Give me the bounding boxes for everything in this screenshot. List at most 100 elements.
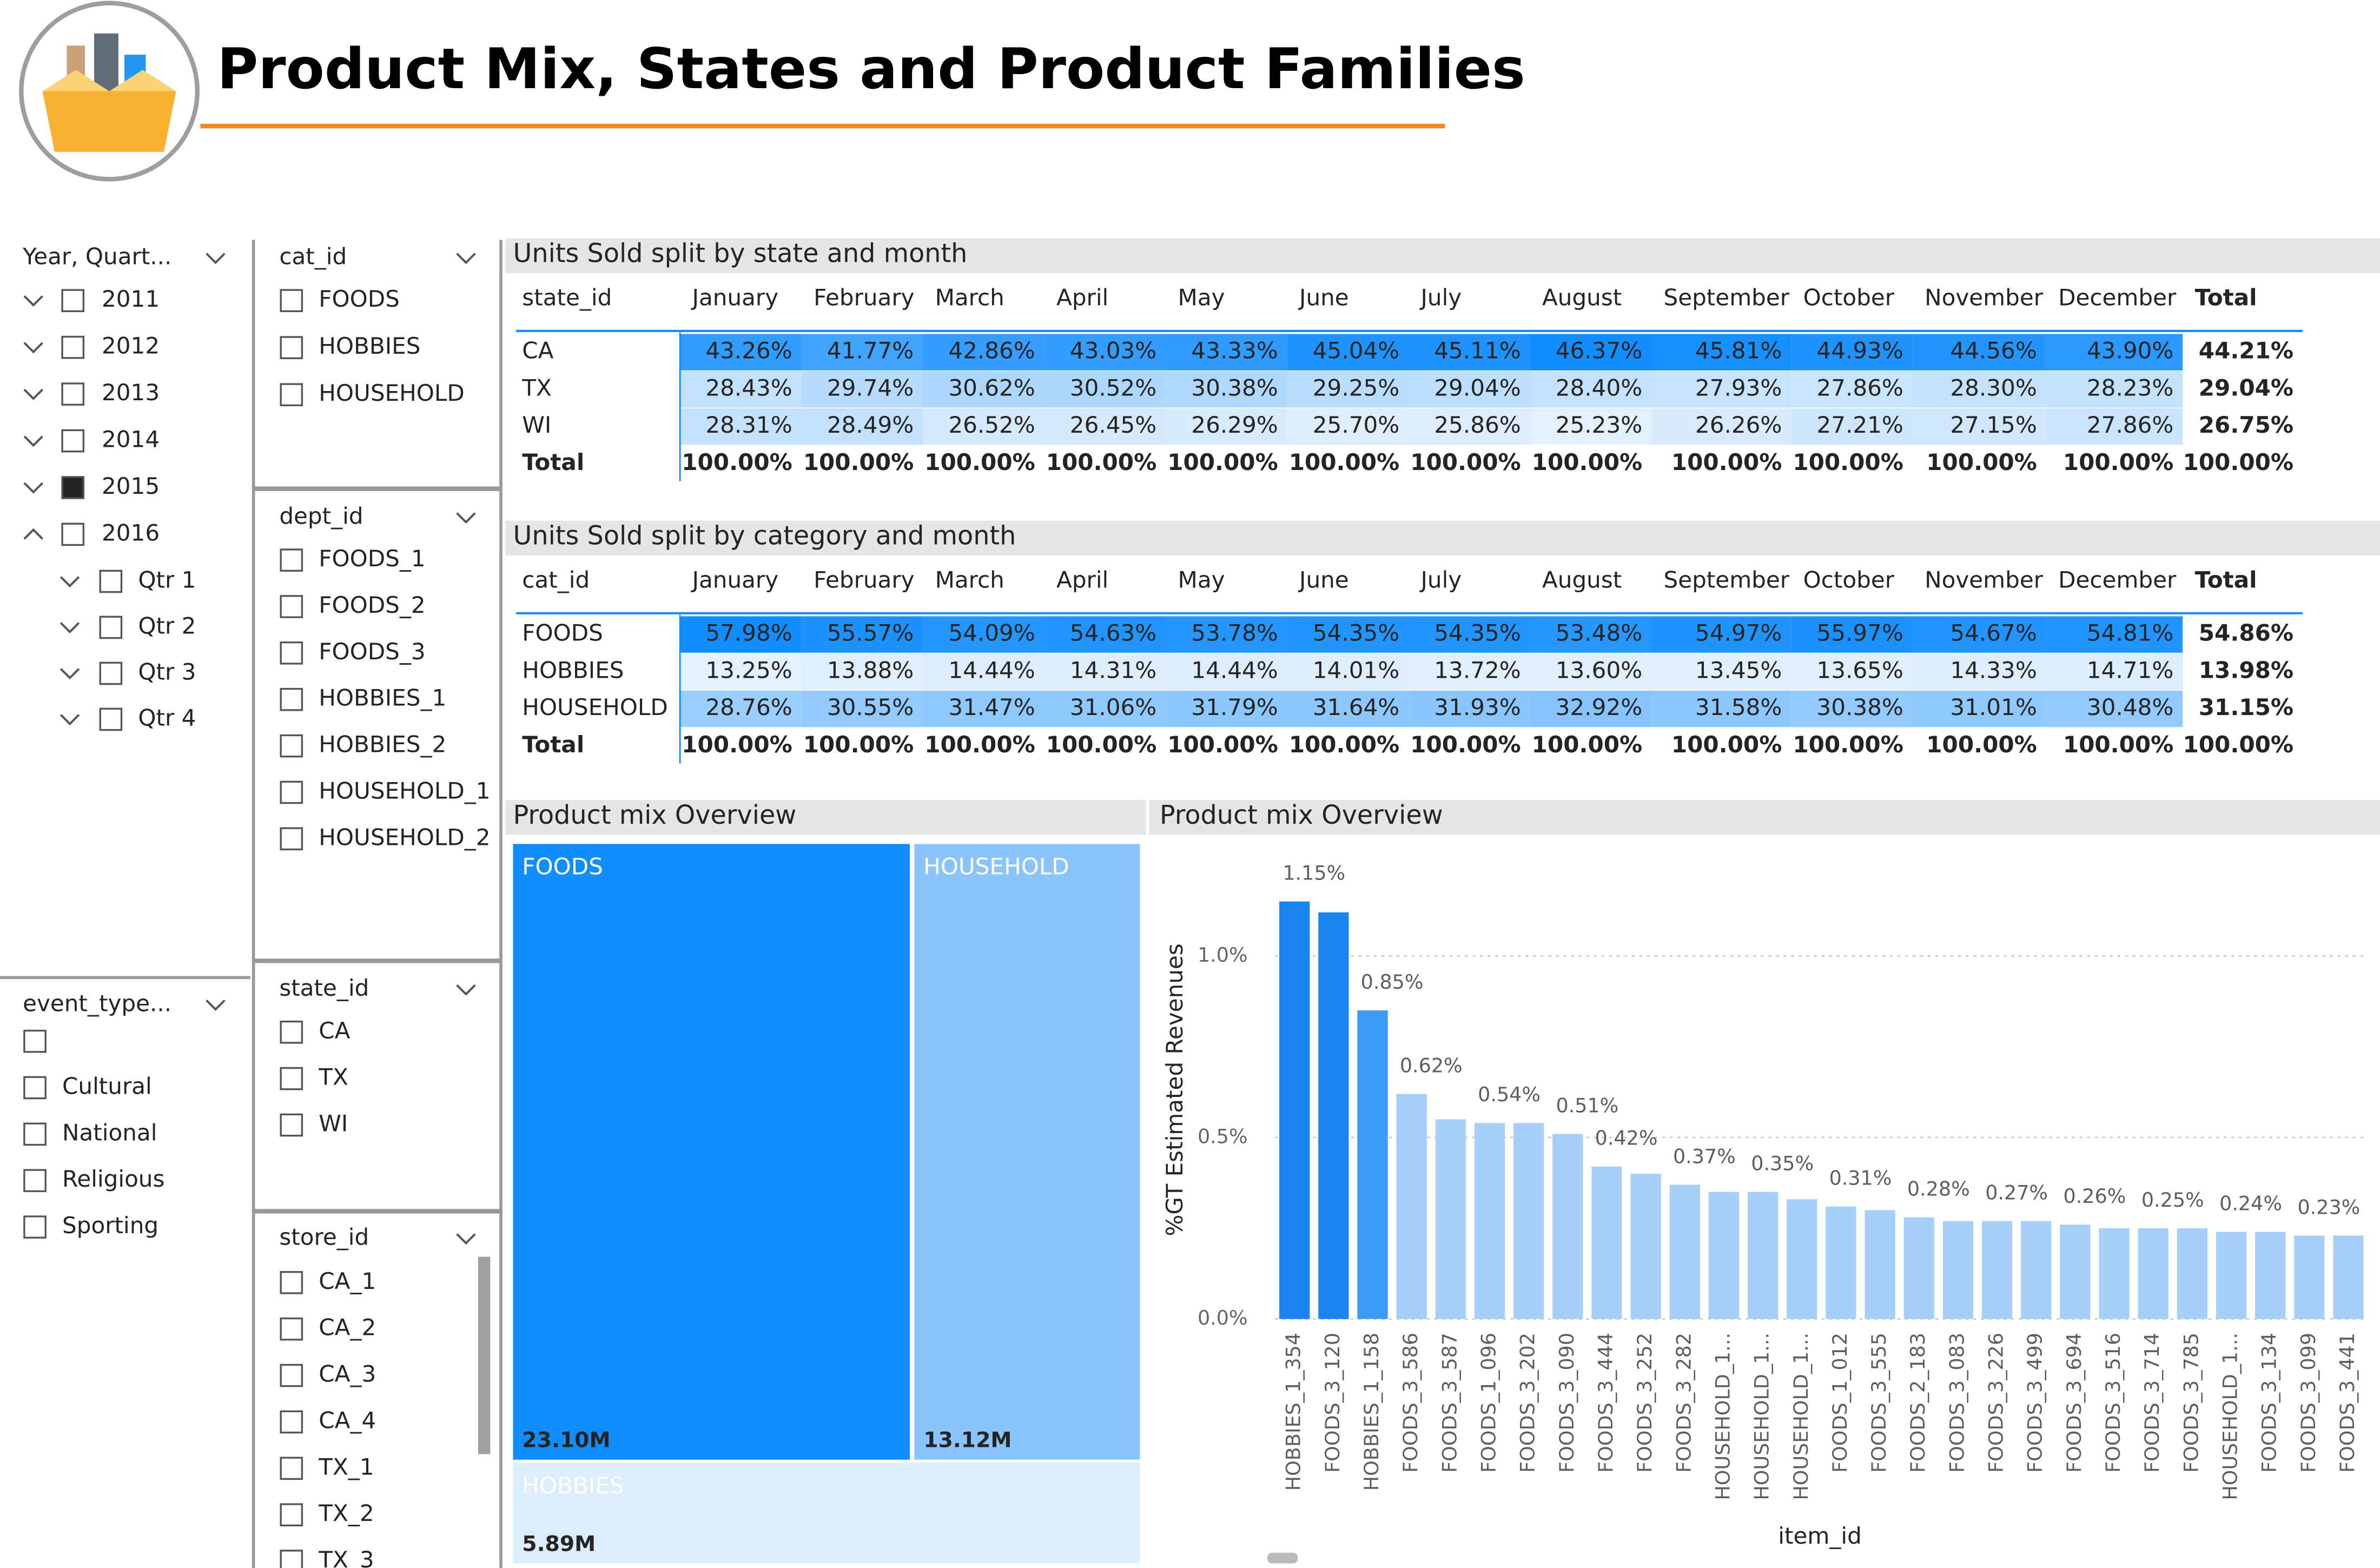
checkbox[interactable]	[99, 570, 123, 593]
bar[interactable]	[1357, 1010, 1388, 1319]
x-tick-label: FOODS_3_202	[1516, 1333, 1539, 1473]
chevron[interactable]	[23, 528, 43, 540]
checkbox[interactable]	[280, 1317, 303, 1341]
bar[interactable]	[1981, 1221, 2013, 1319]
bar[interactable]	[1669, 1185, 1700, 1319]
checkbox[interactable]	[23, 1122, 47, 1146]
chevron[interactable]	[23, 388, 43, 400]
checkbox[interactable]	[280, 383, 303, 407]
bar[interactable]	[1318, 912, 1349, 1319]
bar[interactable]	[1396, 1094, 1427, 1319]
checkbox[interactable]	[280, 336, 303, 360]
cell-shade	[923, 334, 1044, 371]
chevron[interactable]	[23, 295, 43, 307]
cell-value: 28.43%	[705, 374, 792, 401]
chevron[interactable]	[60, 714, 80, 726]
chevron[interactable]	[23, 435, 43, 447]
bar[interactable]	[1708, 1192, 1740, 1319]
bar[interactable]	[1279, 901, 1310, 1319]
treemap-tile[interactable]	[513, 844, 910, 1460]
chevron[interactable]	[456, 984, 476, 996]
checkbox[interactable]	[23, 1076, 47, 1100]
checkbox[interactable]	[23, 1215, 47, 1239]
bar[interactable]	[2138, 1228, 2169, 1319]
checkbox[interactable]	[280, 289, 303, 313]
chevron[interactable]	[456, 253, 476, 264]
checkbox[interactable]	[280, 687, 303, 711]
chevron[interactable]	[206, 999, 226, 1011]
checkbox[interactable]	[23, 1169, 47, 1193]
cell-value: 26.52%	[948, 412, 1035, 438]
cell-value: 25.70%	[1313, 412, 1399, 438]
treemap-tile[interactable]	[914, 844, 1140, 1460]
checkbox[interactable]	[280, 1410, 303, 1434]
checkbox[interactable]	[61, 289, 85, 313]
table-title: Units Sold split by state and month	[513, 239, 967, 269]
treemap-tile[interactable]	[513, 1463, 1140, 1564]
checkbox[interactable]	[61, 476, 85, 499]
bar[interactable]	[2294, 1235, 2325, 1319]
bar[interactable]	[1942, 1221, 1974, 1319]
chevron[interactable]	[206, 253, 226, 264]
checkbox[interactable]	[99, 616, 123, 639]
bar[interactable]	[2255, 1232, 2286, 1319]
bar[interactable]	[2333, 1235, 2364, 1319]
bar[interactable]	[1552, 1134, 1583, 1319]
cell-value: 26.29%	[1191, 412, 1278, 438]
scrollbar[interactable]	[478, 1256, 491, 1454]
bar[interactable]	[1435, 1119, 1466, 1319]
bar[interactable]	[1865, 1210, 1895, 1319]
chevron[interactable]	[60, 622, 80, 634]
logo-flap	[42, 70, 110, 91]
checkbox[interactable]	[61, 429, 85, 453]
checkbox[interactable]	[61, 382, 85, 406]
bar[interactable]	[1474, 1123, 1505, 1319]
checkbox[interactable]	[280, 1364, 303, 1387]
x-tick-label: HOUSEHOLD_1...	[1711, 1333, 1734, 1500]
checkbox[interactable]	[280, 1020, 303, 1044]
bar[interactable]	[1747, 1192, 1779, 1319]
chevron[interactable]	[23, 342, 43, 354]
bar[interactable]	[2021, 1221, 2052, 1319]
bar[interactable]	[2099, 1228, 2130, 1319]
slicer-item: Qtr 3	[138, 658, 196, 685]
cell-shade	[923, 408, 1044, 445]
checkbox[interactable]	[23, 1029, 47, 1053]
checkbox[interactable]	[280, 1067, 303, 1090]
checkbox[interactable]	[280, 1113, 303, 1137]
chevron[interactable]	[23, 482, 43, 494]
slicer-item: HOBBIES_2	[319, 731, 446, 758]
checkbox[interactable]	[61, 335, 85, 359]
bar[interactable]	[1787, 1199, 1817, 1319]
chevron[interactable]	[456, 1233, 476, 1245]
chevron[interactable]	[456, 512, 476, 524]
checkbox[interactable]	[280, 1550, 303, 1568]
bar[interactable]	[1903, 1217, 1934, 1319]
cell-shade	[1409, 408, 1530, 445]
checkbox[interactable]	[280, 641, 303, 665]
checkbox[interactable]	[280, 780, 303, 804]
bar[interactable]	[2177, 1228, 2207, 1319]
bar[interactable]	[1826, 1206, 1856, 1319]
x-tick-label: FOODS_3_099	[2297, 1333, 2320, 1473]
cell-value: 27.93%	[1695, 374, 1782, 401]
checkbox[interactable]	[280, 595, 303, 618]
bar[interactable]	[1630, 1174, 1661, 1319]
checkbox[interactable]	[61, 522, 85, 546]
chevron[interactable]	[60, 576, 80, 588]
checkbox[interactable]	[280, 548, 303, 572]
bar[interactable]	[2216, 1232, 2247, 1319]
checkbox[interactable]	[280, 1457, 303, 1480]
chevron[interactable]	[60, 668, 80, 680]
checkbox[interactable]	[99, 661, 123, 685]
checkbox[interactable]	[280, 1503, 303, 1526]
checkbox[interactable]	[280, 734, 303, 758]
bar[interactable]	[1513, 1123, 1544, 1319]
checkbox[interactable]	[99, 707, 123, 731]
bar[interactable]	[2060, 1225, 2091, 1319]
checkbox[interactable]	[280, 827, 303, 851]
scrollbar[interactable]	[1267, 1552, 1298, 1564]
bar[interactable]	[1591, 1166, 1622, 1319]
checkbox[interactable]	[280, 1271, 303, 1294]
